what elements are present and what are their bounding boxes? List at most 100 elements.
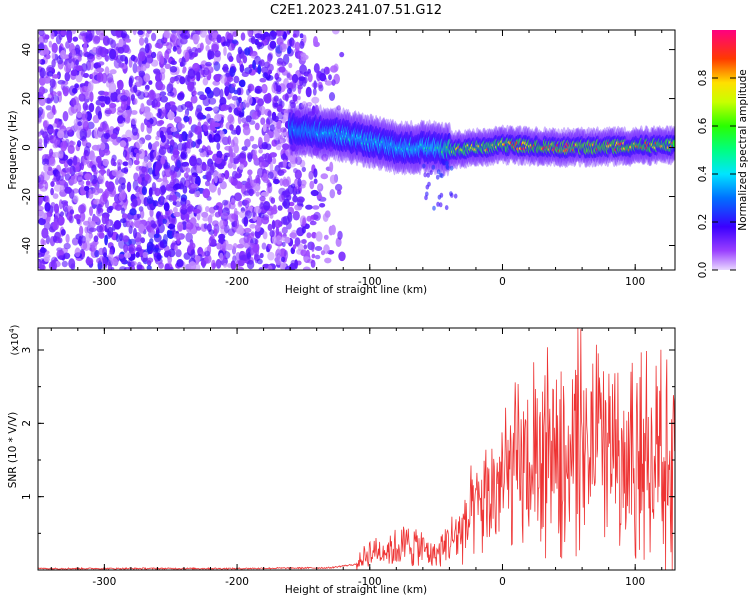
spectrogram-cell <box>120 218 127 224</box>
spectrogram-cell <box>276 36 284 46</box>
spectrogram-cell <box>74 247 81 258</box>
spectrogram-cell <box>71 30 77 35</box>
spectrogram-cell <box>41 227 49 239</box>
spectrogram-cell <box>152 142 157 151</box>
spectrogram-cell <box>144 173 150 181</box>
spectrogram-cell <box>425 184 430 190</box>
spectrogram-cell <box>449 191 453 197</box>
spectrogram-cell <box>214 211 221 218</box>
spectrogram-cell <box>244 182 250 190</box>
spectrogram-cell <box>173 233 182 240</box>
spectrogram-cell <box>93 198 101 205</box>
spectrogram-cell <box>267 69 273 75</box>
spectrogram-cell <box>157 252 162 261</box>
spectrogram-cell <box>314 246 323 251</box>
spectrogram-cell <box>146 245 151 253</box>
spectrogram-cell <box>271 83 277 94</box>
spectrogram-cell <box>146 99 153 106</box>
spectrogram-cell <box>242 55 248 64</box>
spectrogram-cell <box>137 30 144 35</box>
spectrogram-cell <box>202 121 209 132</box>
spectrogram-cell <box>212 87 221 97</box>
spectrogram-cell <box>72 87 78 94</box>
spectrogram-cell <box>324 210 331 218</box>
spectrogram-cell <box>58 179 67 186</box>
spectrogram-cell <box>45 105 52 111</box>
spectrogram-cell <box>432 205 436 211</box>
spectrogram-cell <box>290 101 296 109</box>
spectrogram-cell <box>174 134 181 139</box>
spectrogram-cell <box>124 38 131 43</box>
spectrogram-cell <box>85 231 92 242</box>
spectrogram-cell <box>46 111 55 120</box>
spectrogram-cell <box>324 80 333 86</box>
y-tick-label: 3 <box>21 347 33 354</box>
spectrogram-cell <box>261 85 267 91</box>
spectrogram-cell <box>71 49 77 58</box>
spectrogram-cell <box>38 95 46 107</box>
spectrogram-cell <box>151 32 157 42</box>
spectrogram-cell <box>239 64 245 73</box>
spectrogram-cell <box>238 112 245 118</box>
x-tick-label: 100 <box>625 576 645 588</box>
spectrogram-cell <box>164 263 170 270</box>
spectrogram-cell <box>111 169 120 177</box>
spectrogram-cell <box>261 242 267 250</box>
spectrogram-cell <box>187 205 195 212</box>
spectrogram-cell <box>239 254 247 261</box>
spectrogram-cell <box>52 235 58 243</box>
spectrogram-cell <box>213 228 218 237</box>
colorbar-tick-label: 0.8 <box>697 70 709 87</box>
spectrogram-cell <box>196 226 202 231</box>
spectrogram-cell <box>246 252 252 260</box>
spectrogram-cell <box>77 140 82 148</box>
spectrogram-cell <box>100 165 105 176</box>
spectrogram-cell <box>169 144 174 155</box>
spectrogram-cell <box>65 41 70 49</box>
spectrogram-cell <box>241 117 247 124</box>
spectrogram-cell <box>184 213 190 220</box>
spectrogram-cell <box>116 159 123 166</box>
spectrogram-cell <box>285 148 293 157</box>
spectrogram-cell <box>154 187 161 197</box>
spectrogram-cell <box>222 199 229 206</box>
spectrogram-cell <box>92 215 100 223</box>
spectrogram-cell <box>329 161 334 173</box>
spectrogram-cell <box>314 254 321 260</box>
spectrogram-cell <box>183 115 190 123</box>
spectrogram-cell <box>247 153 253 163</box>
spectrogram-cell <box>73 104 78 110</box>
spectrogram-cell <box>79 128 88 140</box>
bottom-y-label: SNR (10 * V/V) <box>7 412 19 489</box>
spectrogram-cell <box>53 184 62 192</box>
spectrogram-cell <box>252 149 258 157</box>
spectrogram-cell <box>179 37 188 45</box>
spectrogram-cell <box>229 67 236 77</box>
spectrogram-cell <box>194 263 201 270</box>
spectrogram-cell <box>38 59 42 64</box>
spectrogram-cell <box>292 195 298 203</box>
spectrogram-cell <box>214 74 221 83</box>
spectrogram-cell <box>273 130 281 141</box>
spectrogram-cell <box>130 266 135 270</box>
spectrogram-cell <box>159 91 167 97</box>
spectrogram-cell <box>259 195 266 202</box>
spectrogram-cell <box>303 244 308 250</box>
spectrogram-cell <box>312 146 319 156</box>
spectrogram-cell <box>69 209 75 215</box>
spectrogram-cell <box>294 169 302 180</box>
spectrogram-cell <box>265 116 273 125</box>
spectrogram-cell <box>294 41 300 52</box>
spectrogram-cell <box>131 126 138 136</box>
spectrogram-cell <box>52 151 60 158</box>
spectrogram-cell <box>51 104 56 116</box>
spectrogram-cell <box>99 30 106 36</box>
spectrogram-cell <box>100 142 106 151</box>
spectrogram-cell <box>38 145 43 151</box>
spectrogram-cell <box>257 136 263 148</box>
spectrogram-cell <box>254 229 262 239</box>
spectrogram-cell <box>133 98 138 105</box>
spectrogram-cell <box>247 169 253 176</box>
spectrogram-cell <box>130 134 138 141</box>
